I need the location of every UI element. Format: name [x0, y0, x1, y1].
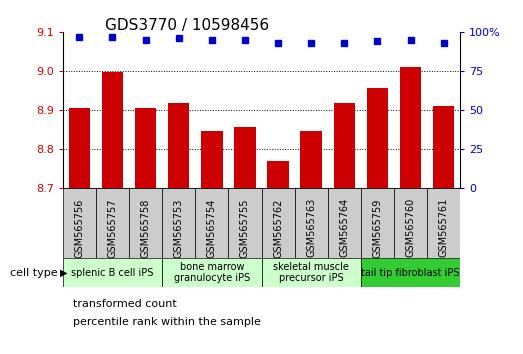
Text: GSM565756: GSM565756 — [74, 198, 84, 258]
Bar — [96, 188, 129, 258]
Text: GSM565753: GSM565753 — [174, 198, 184, 258]
Text: splenic B cell iPS: splenic B cell iPS — [71, 268, 154, 278]
Bar — [101, 72, 123, 188]
Bar — [69, 108, 90, 188]
Bar — [195, 188, 229, 258]
Bar — [201, 131, 223, 188]
Bar — [229, 188, 262, 258]
Text: percentile rank within the sample: percentile rank within the sample — [73, 317, 261, 327]
Text: GSM565763: GSM565763 — [306, 198, 316, 257]
Text: skeletal muscle
precursor iPS: skeletal muscle precursor iPS — [273, 262, 349, 284]
Text: GSM565754: GSM565754 — [207, 198, 217, 258]
Bar — [427, 188, 460, 258]
Bar — [361, 188, 394, 258]
Text: GSM565757: GSM565757 — [107, 198, 118, 258]
Bar — [162, 258, 262, 287]
Bar — [267, 161, 289, 188]
Text: GSM565764: GSM565764 — [339, 198, 349, 257]
Text: GSM565761: GSM565761 — [439, 198, 449, 257]
Bar — [400, 67, 422, 188]
Text: cell type: cell type — [10, 268, 58, 278]
Text: GSM565759: GSM565759 — [372, 198, 382, 258]
Bar — [334, 103, 355, 188]
Bar — [300, 131, 322, 188]
Bar — [361, 258, 460, 287]
Bar — [63, 258, 162, 287]
Bar — [162, 188, 195, 258]
Bar — [262, 258, 361, 287]
Text: GSM565755: GSM565755 — [240, 198, 250, 258]
Text: GSM565758: GSM565758 — [141, 198, 151, 258]
Bar — [367, 88, 388, 188]
Text: GDS3770 / 10598456: GDS3770 / 10598456 — [105, 18, 269, 33]
Bar — [168, 103, 189, 188]
Text: GSM565760: GSM565760 — [405, 198, 416, 257]
Bar — [394, 188, 427, 258]
Bar — [294, 188, 328, 258]
Text: bone marrow
granulocyte iPS: bone marrow granulocyte iPS — [174, 262, 250, 284]
Bar — [328, 188, 361, 258]
Text: ▶: ▶ — [60, 268, 67, 278]
Bar — [262, 188, 294, 258]
Bar — [234, 127, 256, 188]
Text: GSM565762: GSM565762 — [273, 198, 283, 258]
Text: tail tip fibroblast iPS: tail tip fibroblast iPS — [361, 268, 460, 278]
Text: transformed count: transformed count — [73, 299, 177, 309]
Bar — [433, 106, 454, 188]
Bar — [135, 108, 156, 188]
Bar — [63, 188, 96, 258]
Bar — [129, 188, 162, 258]
